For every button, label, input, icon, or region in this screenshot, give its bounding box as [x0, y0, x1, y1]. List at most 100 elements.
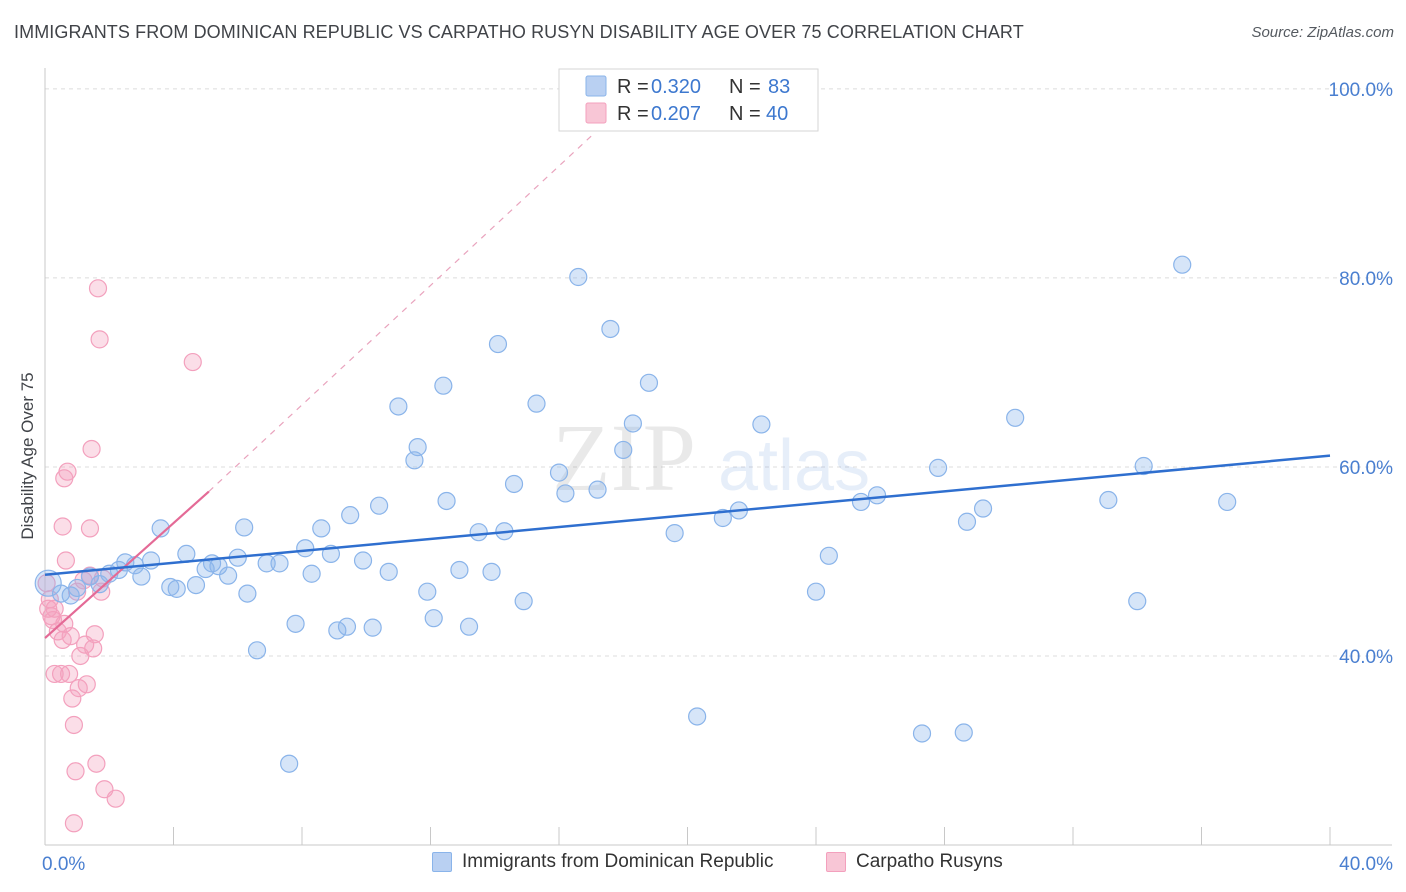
blue-point-4 — [80, 567, 100, 586]
y-axis-label: Disability Age Over 75 — [18, 372, 37, 539]
blue-point-23 — [235, 518, 254, 537]
x-tick-label-1: 40.0% — [1339, 854, 1393, 875]
blue-point-66 — [713, 508, 732, 528]
blue-point-47 — [450, 560, 469, 580]
legend-r-value-1: 0.320 — [651, 76, 701, 98]
blue-point-53 — [504, 474, 524, 494]
legend-swatch-pink — [585, 102, 607, 124]
blue-point-28 — [286, 614, 305, 633]
blue-point-33 — [328, 621, 347, 640]
blue-point-69 — [806, 582, 826, 601]
blue-point-82 — [1173, 255, 1192, 274]
blue-point-46 — [437, 491, 456, 511]
blue-point-74 — [928, 458, 948, 477]
pink-point-19 — [66, 762, 85, 781]
blue-point-45 — [434, 376, 453, 395]
pink-trend-extension — [208, 135, 592, 492]
blue-point-31 — [312, 519, 331, 538]
blue-point-76 — [957, 512, 977, 531]
pink-point-11 — [53, 517, 72, 536]
blue-point-60 — [601, 319, 620, 339]
blue-point-52 — [488, 334, 508, 354]
pink-point-38 — [106, 789, 125, 808]
x-tick-label-0: 0.0% — [42, 854, 85, 875]
blue-point-62 — [623, 414, 642, 433]
top-legend: R = 0.320 N = 83 R = 0.207 N = 40 — [558, 68, 819, 132]
pink-point-5 — [45, 599, 64, 618]
pink-point-31 — [85, 625, 104, 644]
blue-point-37 — [370, 496, 389, 515]
blue-point-36 — [353, 551, 373, 570]
bottom-legend-swatch-blue — [432, 852, 452, 872]
bottom-legend-label-blue: Immigrants from Dominican Republic — [462, 851, 774, 872]
pink-point-6 — [45, 664, 64, 684]
blue-point-27 — [280, 754, 299, 773]
legend-n-value-2: 40 — [766, 103, 788, 125]
y-tick-label-1: 60.0% — [1339, 458, 1393, 479]
blue-point-68 — [752, 415, 771, 434]
legend-n-label-1: N = — [729, 76, 761, 98]
pink-point-16 — [61, 627, 80, 646]
blue-point-43 — [418, 582, 437, 601]
blue-point-30 — [302, 564, 321, 583]
blue-point-13 — [161, 577, 180, 597]
watermark-atlas: atlas — [718, 426, 870, 506]
y-tick-label-0: 40.0% — [1339, 647, 1393, 668]
blue-point-55 — [527, 394, 546, 413]
blue-point-35 — [341, 506, 360, 525]
bottom-legend-label-pink: Carpatho Rusyns — [856, 851, 1003, 872]
gridlines — [45, 88, 1392, 657]
pink-point-29 — [80, 519, 100, 538]
trend-lines — [44, 135, 1331, 639]
legend-n-label-2: N = — [729, 103, 761, 125]
pink-point-18 — [64, 715, 84, 735]
blue-point-24 — [247, 641, 267, 660]
legend-r-label-2: R = — [617, 103, 649, 125]
blue-point-40 — [389, 397, 408, 416]
blue-point-63 — [639, 373, 659, 392]
chart-title: IMMIGRANTS FROM DOMINICAN REPUBLIC VS CA… — [14, 22, 1024, 42]
x-tick-labels: 0.0% 40.0% — [42, 854, 1393, 875]
blue-point-73 — [912, 724, 932, 743]
blue-point-22 — [238, 584, 257, 603]
pink-point-30 — [82, 439, 101, 459]
legend-swatch-blue — [585, 75, 607, 97]
blue-point-54 — [514, 592, 533, 611]
pink-point-39 — [183, 352, 202, 372]
blue-point-49 — [469, 523, 488, 542]
blue-point-70 — [819, 546, 838, 565]
blue-point-80 — [1128, 592, 1147, 611]
series-immigrants-dominican-republic — [34, 255, 1237, 773]
blue-point-10 — [132, 567, 151, 586]
blue-point-44 — [424, 609, 443, 628]
blue-point-78 — [1006, 408, 1025, 427]
blue-point-38 — [363, 618, 382, 637]
axes — [44, 68, 1392, 846]
blue-point-71 — [851, 492, 871, 512]
blue-point-58 — [569, 267, 588, 287]
blue-point-39 — [379, 562, 398, 581]
blue-point-29 — [296, 539, 315, 558]
blue-point-65 — [688, 707, 707, 726]
legend-r-value-2: 0.207 — [651, 103, 701, 125]
blue-point-0 — [34, 569, 62, 597]
blue-point-79 — [1099, 490, 1118, 510]
pink-point-33 — [88, 279, 108, 298]
blue-point-75 — [954, 723, 973, 742]
blue-point-2 — [61, 586, 80, 605]
y-tick-labels: 40.0% 60.0% 80.0% 100.0% — [1329, 80, 1394, 668]
pink-point-4 — [43, 610, 63, 630]
pink-point-35 — [92, 582, 111, 601]
blue-point-26 — [270, 554, 289, 573]
bottom-legend-swatch-pink — [826, 852, 846, 872]
pink-point-28 — [84, 639, 103, 658]
pink-trend-line — [44, 490, 210, 639]
pink-point-14 — [58, 462, 77, 481]
blue-point-59 — [588, 480, 607, 499]
pink-point-13 — [56, 551, 75, 570]
blue-point-42 — [408, 438, 427, 457]
blue-point-64 — [665, 524, 684, 543]
pink-point-26 — [77, 675, 96, 694]
pink-point-20 — [64, 814, 84, 833]
